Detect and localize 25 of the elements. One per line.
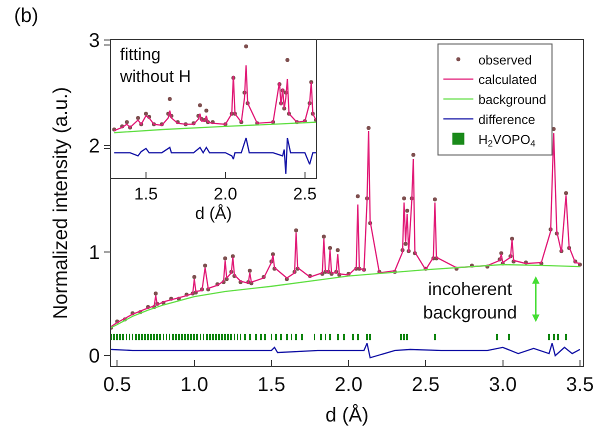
y-tick-label: 0: [88, 346, 100, 368]
legend-label: difference: [478, 112, 536, 127]
x-tick-label: 1.5: [134, 184, 158, 204]
chart-title: (b): [14, 5, 38, 27]
x-tick-label: 2.5: [293, 184, 317, 204]
x-axis-title: d (Å): [325, 404, 369, 427]
y-tick-label: 1: [88, 242, 100, 264]
legend-label: background: [478, 92, 546, 108]
x-axis-title: d (Å): [195, 204, 232, 223]
legend-label: H$_{2}$VOPO$_{4}$: [478, 132, 536, 149]
x-tick-label: 3.5: [566, 374, 594, 396]
x-tick-label: 2.0: [214, 184, 238, 204]
annotation: fitting without H: [119, 45, 191, 86]
y-axis-title: Normalized intensity (a.u.): [50, 86, 72, 320]
y-tick-label: 2: [88, 135, 100, 158]
x-tick-label: 1.0: [180, 374, 208, 396]
x-tick-label: 0.5: [103, 374, 132, 396]
annotation: incoherent background: [423, 279, 518, 322]
x-tick-label: 1.5: [258, 374, 286, 396]
y-tick-label: 3: [88, 30, 100, 52]
legend-label: observed: [478, 52, 532, 68]
x-tick-label: 3.0: [488, 374, 517, 396]
legend-label: calculated: [478, 72, 537, 88]
x-tick-label: 2.0: [334, 374, 362, 396]
x-tick-label: 2.5: [412, 374, 440, 396]
